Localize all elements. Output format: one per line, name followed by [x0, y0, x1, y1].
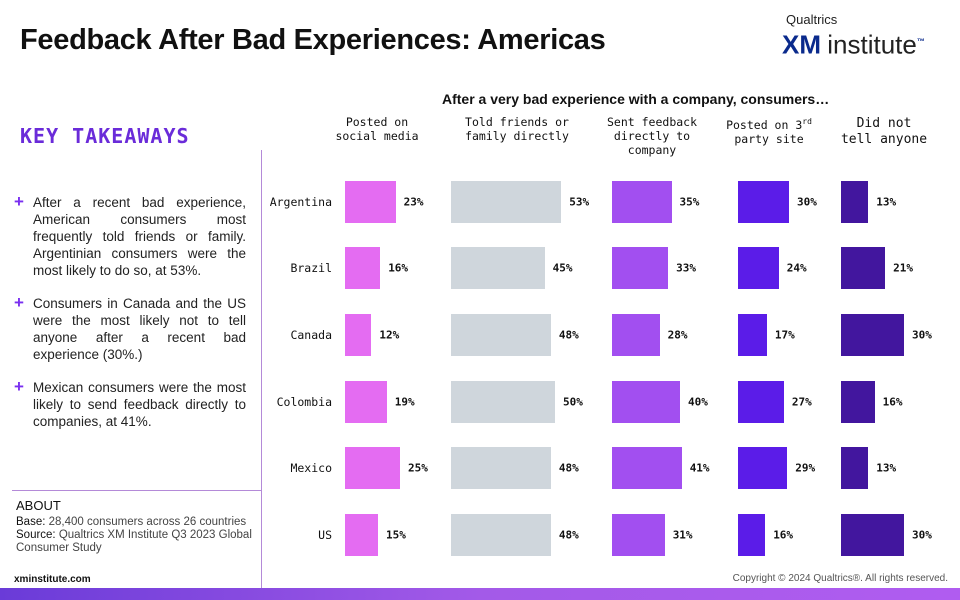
qualtrics-xm-logo: Qualtrics XM institute™ [782, 12, 925, 60]
bar-us-4 [841, 514, 904, 556]
base-label: Base: [16, 516, 46, 528]
logo-xm: XM [782, 29, 821, 60]
bar-mexico-1 [451, 447, 551, 489]
data-label: 13% [876, 461, 897, 475]
bar-canada-2 [612, 314, 660, 356]
bar-argentina-2 [612, 181, 672, 223]
data-label: 50% [563, 395, 583, 409]
data-label: 48% [558, 461, 579, 475]
data-label: 17% [774, 328, 795, 342]
data-label: 16% [773, 528, 794, 542]
bar-colombia-1 [451, 381, 555, 423]
bar-us-1 [451, 514, 551, 556]
bar-canada-1 [451, 314, 551, 356]
bar-us-3 [738, 514, 766, 556]
bar-mexico-4 [841, 447, 869, 489]
data-label: 19% [394, 395, 415, 409]
row-label: Argentina [269, 195, 332, 209]
data-label: 15% [386, 528, 406, 542]
data-label: 12% [379, 328, 400, 342]
bar-canada-4 [841, 314, 904, 356]
data-label: 41% [689, 461, 710, 475]
bar-canada-3 [738, 314, 767, 356]
data-label: 27% [791, 395, 812, 409]
bar-us-0 [345, 514, 378, 556]
chart-title: After a very bad experience with a compa… [442, 91, 830, 107]
plus-icon: + [14, 293, 24, 312]
bar-argentina-3 [738, 181, 789, 223]
takeaway-text: Consumers in Canada and the US were the … [33, 296, 246, 362]
source-label: Source: [16, 529, 56, 541]
data-label: 28% [667, 328, 688, 342]
copyright: Copyright © 2024 Qualtrics®. All rights … [732, 573, 948, 584]
takeaway-item: + Mexican consumers were the most likely … [14, 377, 246, 430]
key-takeaways-heading: KEY TAKEAWAYS [20, 124, 190, 148]
page-title: Feedback After Bad Experiences: Americas [20, 24, 606, 56]
bar-mexico-3 [738, 447, 788, 489]
bar-colombia-2 [612, 381, 680, 423]
source-text: Qualtrics XM Institute Q3 2023 Global Co… [16, 529, 252, 554]
bar-argentina-1 [451, 181, 562, 223]
data-label: 25% [408, 461, 428, 475]
logo-top: Qualtrics [786, 12, 838, 27]
data-label: 16% [388, 261, 409, 275]
divider [261, 150, 262, 590]
bar-colombia-0 [345, 381, 387, 423]
row-label: Canada [290, 328, 332, 342]
data-label: 33% [676, 261, 696, 275]
bar-colombia-4 [841, 381, 875, 423]
about-section: ABOUT Base: 28,400 consumers across 26 c… [16, 498, 260, 555]
row-label: Brazil [290, 261, 332, 275]
data-label: 40% [688, 395, 708, 409]
column-header: Told friends or family directly [465, 115, 569, 143]
data-label: 24% [786, 261, 807, 275]
bar-brazil-3 [738, 247, 779, 289]
footer-band [0, 588, 960, 600]
takeaway-item: + Consumers in Canada and the US were the… [14, 293, 246, 363]
divider [12, 490, 261, 491]
data-label: 16% [882, 395, 903, 409]
base-text: 28,400 consumers across 26 countries [48, 516, 247, 528]
bar-brazil-2 [612, 247, 669, 289]
footer-site: xminstitute.com [14, 574, 91, 585]
bar-canada-0 [345, 314, 372, 356]
data-label: 13% [876, 195, 897, 209]
data-label: 30% [797, 195, 817, 209]
data-label: 45% [552, 261, 573, 275]
data-label: 30% [912, 328, 932, 342]
bar-us-2 [612, 514, 665, 556]
bar-mexico-2 [612, 447, 682, 489]
data-label: 53% [569, 195, 590, 209]
takeaways-list: + After a recent bad experience, American… [14, 192, 246, 446]
takeaway-text: Mexican consumers were the most likely t… [33, 380, 246, 429]
bar-argentina-0 [345, 181, 396, 223]
bar-mexico-0 [345, 447, 400, 489]
takeaway-text: After a recent bad experience, American … [33, 195, 246, 278]
data-label: 35% [679, 195, 700, 209]
plus-icon: + [14, 192, 24, 211]
row-label: US [318, 528, 332, 542]
column-header: Posted on social media [335, 115, 419, 143]
column-header: Did not tell anyone [840, 116, 928, 147]
data-label: 29% [795, 461, 816, 475]
bar-brazil-4 [841, 247, 886, 289]
data-label: 30% [912, 528, 932, 542]
bar-argentina-4 [841, 181, 869, 223]
bar-brazil-1 [451, 247, 545, 289]
logo-institute: institute [827, 29, 917, 60]
plus-icon: + [14, 377, 24, 396]
about-heading: ABOUT [16, 498, 61, 513]
takeaway-item: + After a recent bad experience, American… [14, 192, 246, 279]
data-label: 31% [672, 528, 693, 542]
row-label: Colombia [276, 395, 332, 409]
column-header: Posted on 3rd party site [726, 117, 812, 146]
data-label: 48% [558, 528, 579, 542]
column-header: Sent feedback directly to company [606, 115, 698, 157]
data-label: 23% [403, 195, 424, 209]
data-label: 48% [558, 328, 579, 342]
row-label: Mexico [290, 461, 332, 475]
data-label: 21% [893, 261, 913, 275]
bar-brazil-0 [345, 247, 381, 289]
bar-colombia-3 [738, 381, 784, 423]
